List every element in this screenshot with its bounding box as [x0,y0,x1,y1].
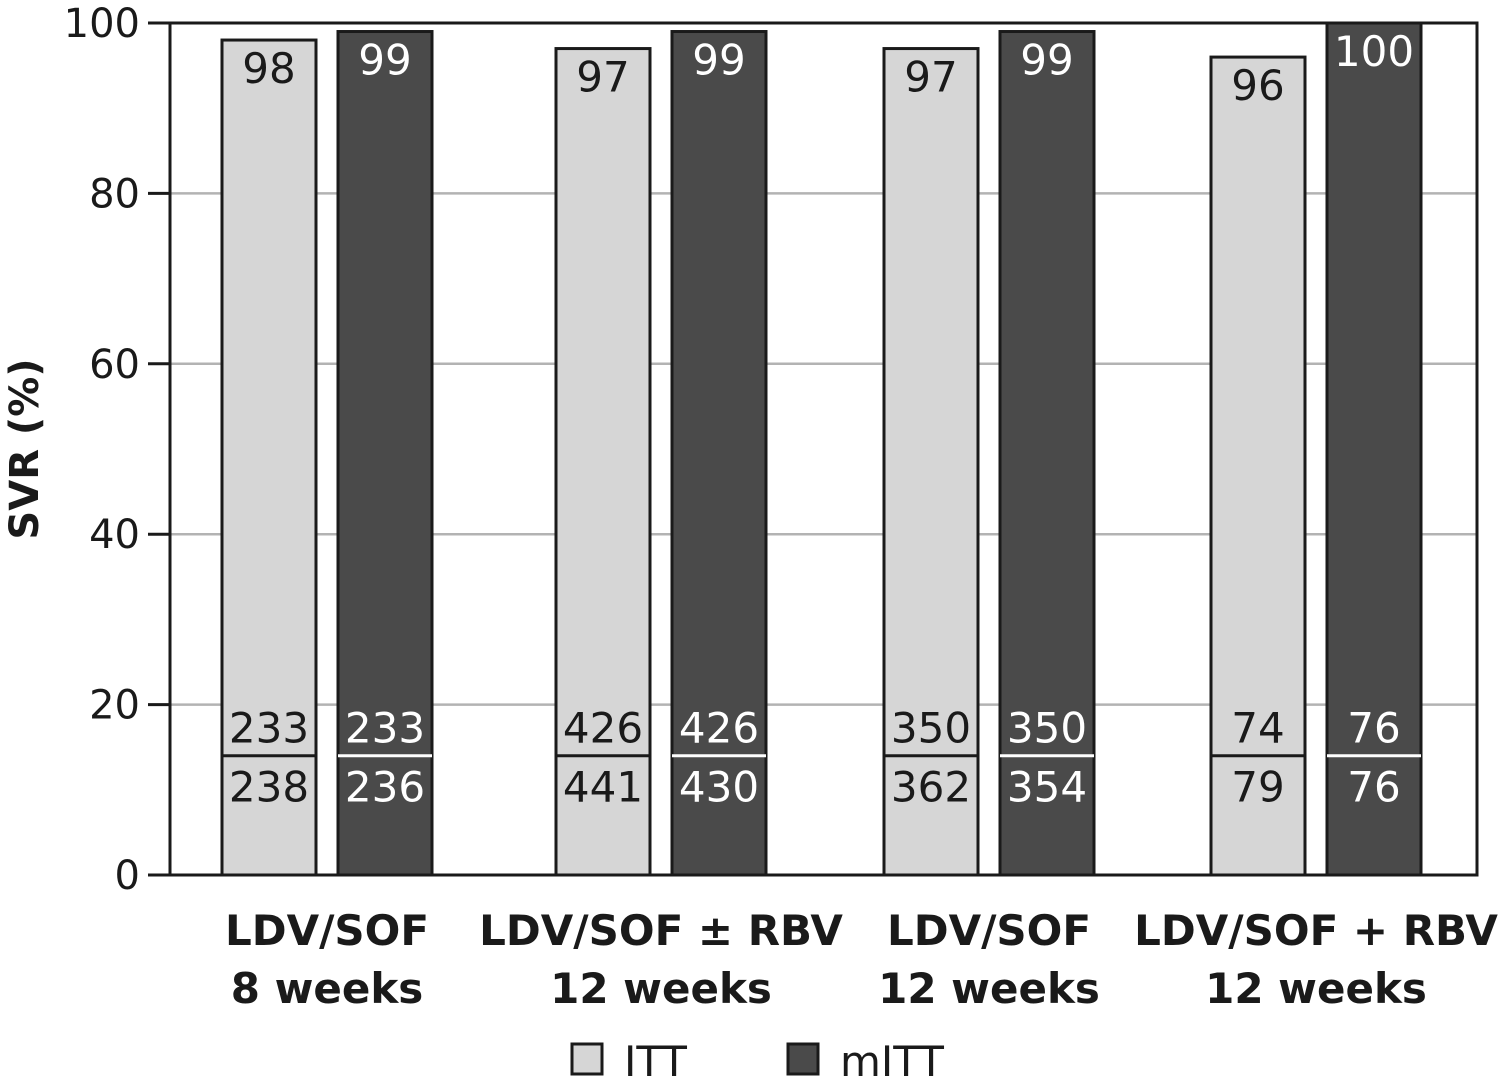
bar-value-label: 96 [1231,61,1284,110]
category-label: LDV/SOF ± RBV [479,906,843,955]
fraction-numerator: 350 [1007,704,1087,753]
bars: 98 233 238 99 233 236 97 426 441 99 426 430 97 350 362… [220,21,1423,877]
bar-itt [220,38,318,877]
category-label: 12 weeks [550,964,772,1013]
y-tick-label: 0 [115,853,140,899]
fraction-numerator: 74 [1231,704,1284,753]
y-tick-label: 20 [89,683,140,729]
fraction-denominator: 238 [229,763,309,812]
bar-value-label: 99 [1020,36,1073,85]
y-axis-label: SVR (%) [2,358,48,539]
category-label: 12 weeks [878,964,1100,1013]
fraction-denominator: 430 [679,763,759,812]
bar-value-label: 99 [358,36,411,85]
fraction-numerator: 426 [679,704,759,753]
y-tick-labels: 0 20 40 60 80 100 [64,1,170,899]
category-label: 12 weeks [1205,964,1427,1013]
bar-value-label: 99 [692,36,745,85]
bar-value-label: 100 [1334,27,1414,76]
bar-mitt [998,30,1096,877]
category-label: 8 weeks [231,964,424,1013]
plot-frame [168,21,1479,877]
legend-swatch-mitt [786,1042,820,1076]
bar-value-label: 97 [904,53,957,102]
fraction-denominator: 79 [1231,763,1284,812]
bar-mitt [670,30,768,877]
category-labels: LDV/SOF 8 weeks LDV/SOF ± RBV 12 weeks LDV/S… [225,906,1498,1013]
fraction-numerator: 350 [891,704,971,753]
y-tick-label: 60 [89,342,140,388]
legend-swatch-itt [570,1042,604,1076]
y-tick-label: 80 [89,171,140,217]
bar-itt [554,47,652,877]
fraction-denominator: 354 [1007,763,1087,812]
fraction-denominator: 236 [345,763,425,812]
legend: ITT mITT [570,1037,944,1079]
fraction-denominator: 362 [891,763,971,812]
fraction-numerator: 233 [345,704,425,753]
fraction-numerator: 233 [229,704,309,753]
fraction-denominator: 76 [1347,763,1400,812]
bar-itt [1209,55,1307,877]
bar-value-label: 98 [242,44,295,93]
bar-itt [882,47,980,877]
bar-value-label: 97 [576,53,629,102]
fraction-denominator: 441 [563,763,643,812]
legend-label-mitt: mITT [840,1037,944,1079]
category-label: LDV/SOF + RBV [1134,906,1498,955]
category-label: LDV/SOF [887,906,1091,955]
legend-label-itt: ITT [624,1037,687,1079]
y-tick-label: 100 [64,1,140,47]
y-tick-label: 40 [89,512,140,558]
fraction-numerator: 76 [1347,704,1400,753]
fraction-numerator: 426 [563,704,643,753]
category-label: LDV/SOF [225,906,429,955]
